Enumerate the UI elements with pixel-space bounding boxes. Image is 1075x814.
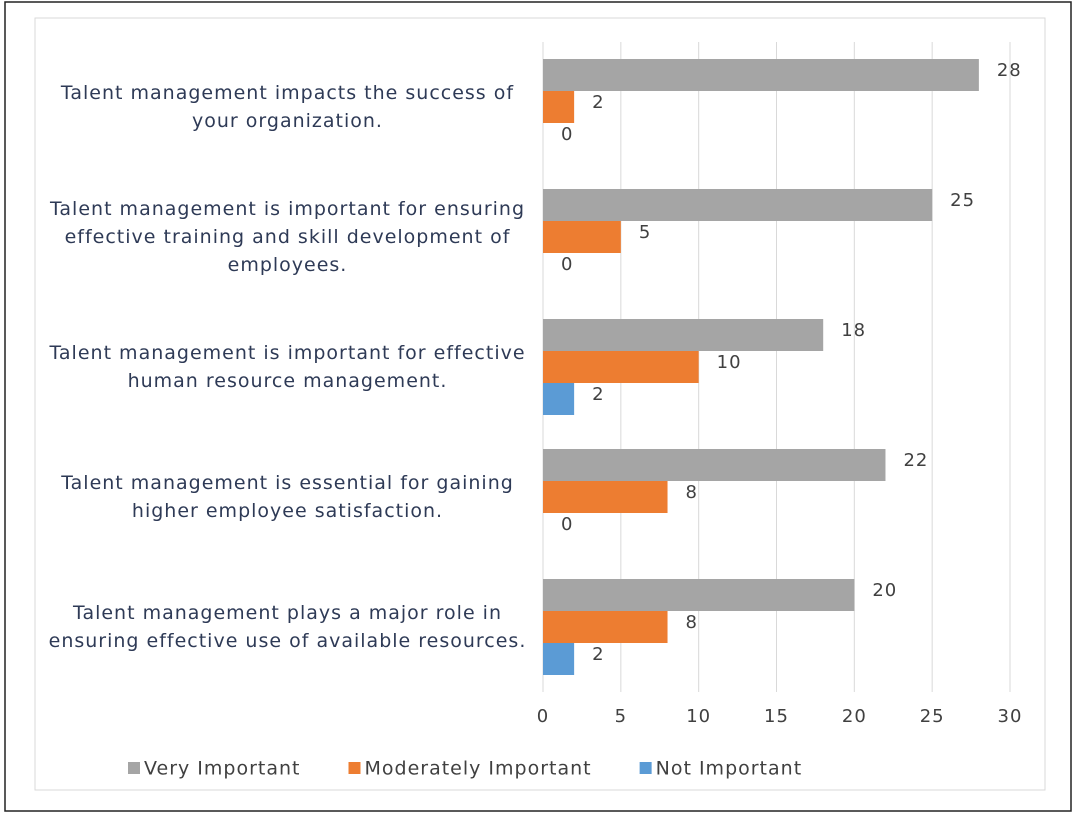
x-tick-label: 25: [920, 706, 945, 727]
legend-swatch: [128, 762, 140, 774]
data-label: 8: [686, 482, 698, 503]
data-label: 0: [561, 254, 573, 275]
legend-label: Very Important: [144, 758, 301, 780]
data-label: 22: [903, 450, 928, 471]
data-label: 25: [950, 190, 975, 211]
bar: [543, 59, 979, 91]
data-label: 5: [639, 222, 651, 243]
bar: [543, 319, 824, 351]
bar: [543, 449, 886, 481]
data-label: 28: [997, 60, 1022, 81]
bar: [543, 611, 668, 643]
x-tick-label: 5: [615, 706, 627, 727]
legend-swatch: [639, 762, 652, 774]
bar: [543, 189, 933, 221]
data-label: 20: [872, 580, 897, 601]
x-tick-label: 10: [686, 706, 711, 727]
x-tick-label: 30: [998, 706, 1023, 727]
data-label: 8: [686, 612, 698, 633]
data-label: 0: [561, 124, 573, 145]
legend-swatch: [348, 762, 361, 774]
bar: [543, 91, 575, 123]
x-tick-label: 0: [537, 706, 549, 727]
bar: [543, 221, 621, 253]
chart-frame: [34, 17, 1046, 791]
legend-label: Moderately Important: [365, 758, 592, 780]
data-label: 2: [592, 644, 604, 665]
x-tick-label: 20: [842, 706, 867, 727]
bar: [543, 643, 575, 675]
bar: [543, 481, 668, 513]
data-label: 0: [561, 514, 573, 535]
x-tick-label: 15: [764, 706, 789, 727]
bar: [543, 351, 699, 383]
data-label: 2: [592, 92, 604, 113]
bar: [543, 579, 855, 611]
category-label: Talent management is important for ensur…: [49, 198, 526, 276]
legend-label: Not Important: [656, 758, 803, 780]
category-label: Talent management impacts the success of…: [60, 82, 515, 132]
data-label: 10: [717, 352, 742, 373]
category-label: Talent management is important for effec…: [49, 342, 526, 392]
data-label: 2: [592, 384, 604, 405]
data-label: 18: [841, 320, 866, 341]
category-label: Talent management plays a major role in …: [48, 602, 527, 652]
category-label: Talent management is essential for gaini…: [61, 472, 514, 522]
bar: [543, 383, 575, 415]
outer-frame: [4, 1, 1072, 812]
